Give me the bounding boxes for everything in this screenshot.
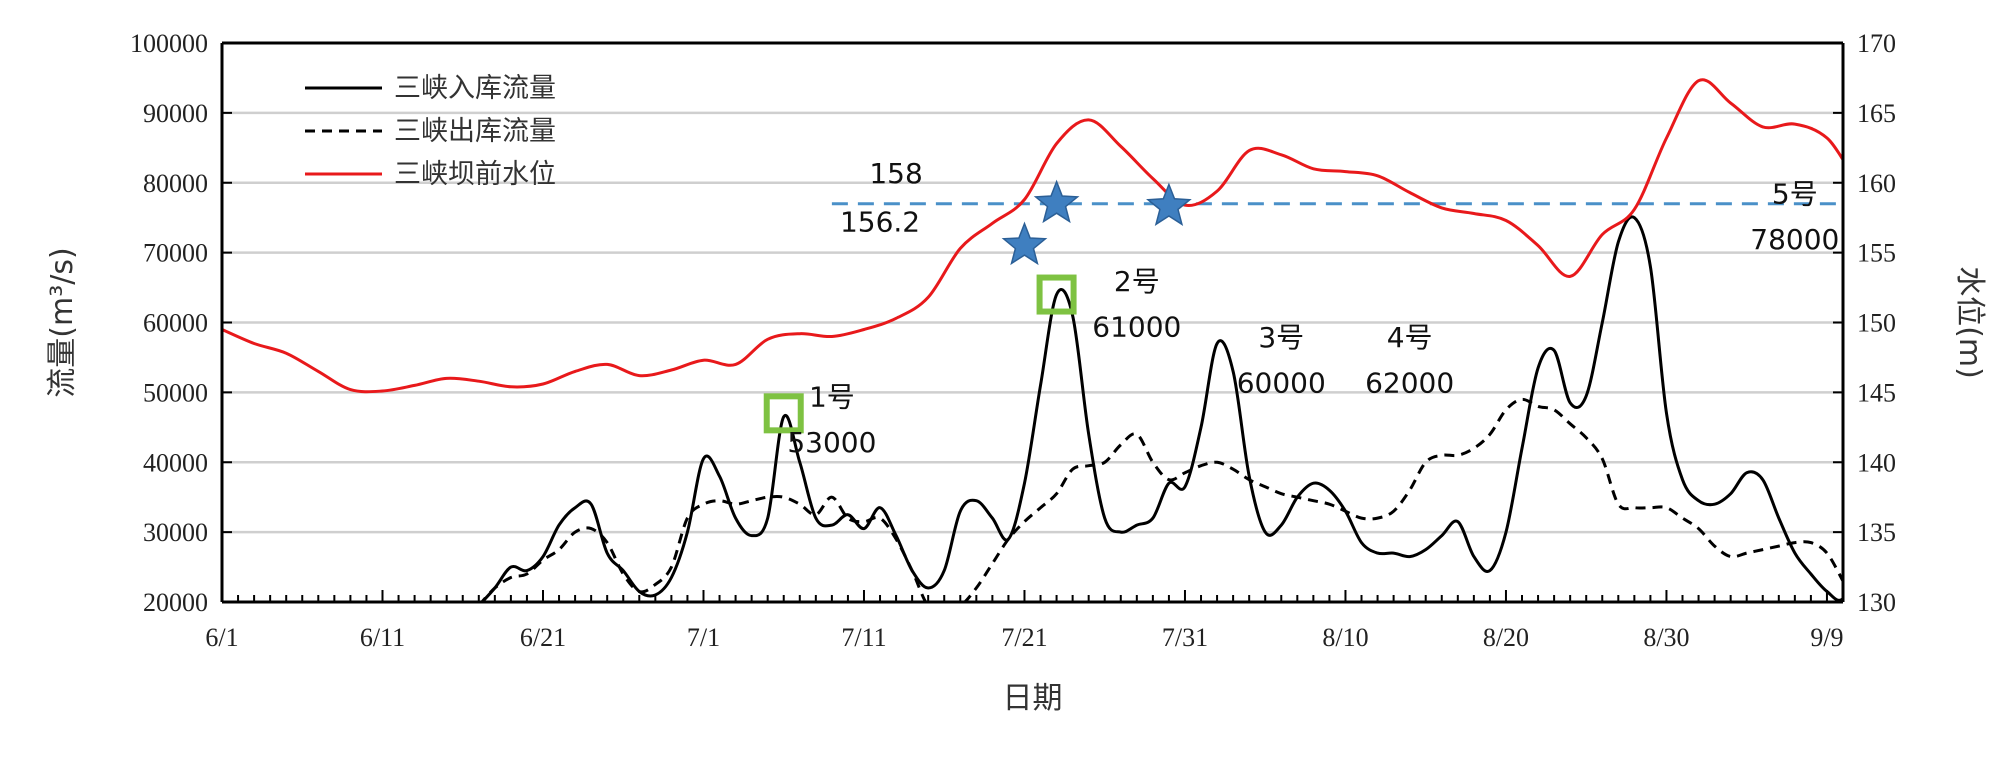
annotation-label: 78000 [1750,223,1839,256]
y-right-tick-label: 170 [1857,29,1896,58]
outflow-line [479,397,1843,602]
water-level-line [222,78,1843,394]
annotation-label: 156.2 [840,206,920,239]
y-left-tick-label: 90000 [143,99,208,128]
y-axis-left-title: 流量(m³/s) [45,247,80,397]
legend-label: 三峡坝前水位 [394,159,556,190]
y-right-tick-label: 155 [1857,239,1896,268]
x-tick-label: 7/11 [841,623,886,652]
annotation-label: 62000 [1365,366,1454,399]
annotation-label: 53000 [787,426,876,459]
x-tick-label: 9/9 [1810,623,1843,652]
annotation-label: 5号 [1772,178,1818,211]
annotation-label: 61000 [1092,310,1181,343]
peak-square-marker [1036,274,1077,315]
annotation-label: 1号 [809,380,855,413]
annotation-label: 2号 [1114,265,1160,298]
x-tick-label: 8/20 [1483,623,1529,652]
y-left-tick-label: 50000 [143,378,208,407]
y-axis-right-title: 水位(m) [1952,266,1987,379]
star-marker [1146,182,1192,226]
legend-label: 三峡出库流量 [394,116,556,147]
x-tick-label: 6/11 [360,623,405,652]
legend-label: 三峡入库流量 [394,73,556,104]
star-marker [1033,179,1080,224]
y-left-tick-label: 100000 [130,29,208,58]
y-right-tick-label: 130 [1857,588,1896,617]
y-right-tick-label: 135 [1857,518,1896,547]
x-tick-label: 8/30 [1643,623,1689,652]
y-left-tick-label: 30000 [143,518,208,547]
y-left-tick-label: 60000 [143,309,208,338]
y-right-tick-label: 145 [1857,378,1896,407]
y-right-tick-label: 150 [1857,309,1896,338]
y-right-tick-label: 165 [1857,99,1896,128]
annotation-label: 4号 [1387,321,1433,354]
x-tick-label: 6/21 [520,623,566,652]
y-left-tick-label: 40000 [143,448,208,477]
peak-square-marker [763,393,804,434]
annotation-label: 158 [869,157,922,190]
x-tick-label: 7/21 [1001,623,1047,652]
markers-group [763,179,1192,434]
x-tick-label: 8/10 [1322,623,1368,652]
star-marker [1001,221,1048,266]
x-tick-label: 7/1 [687,623,720,652]
y-left-tick-label: 80000 [143,169,208,198]
annotations-group: 158 156.2 1号 53000 2号 61000 3号 60000 4号 62000 5号 78… [787,157,1839,459]
y-right-tick-label: 160 [1857,169,1896,198]
x-tick-label: 6/1 [205,623,238,652]
x-axis-title: 日期 [1003,681,1063,716]
annotation-label: 3号 [1258,321,1304,354]
y-left-tick-label: 20000 [143,588,208,617]
y-left-tick-label: 70000 [143,239,208,268]
tick-group: 6/1 6/11 6/21 7/1 7/11 7/21 7/31 8/10 8/20 8/30 9/… [130,29,1896,652]
annotation-label: 60000 [1237,366,1326,399]
inflow-line [480,215,1843,602]
y-right-tick-label: 140 [1857,448,1896,477]
series-group [222,78,1843,602]
x-tick-label: 7/31 [1162,623,1208,652]
